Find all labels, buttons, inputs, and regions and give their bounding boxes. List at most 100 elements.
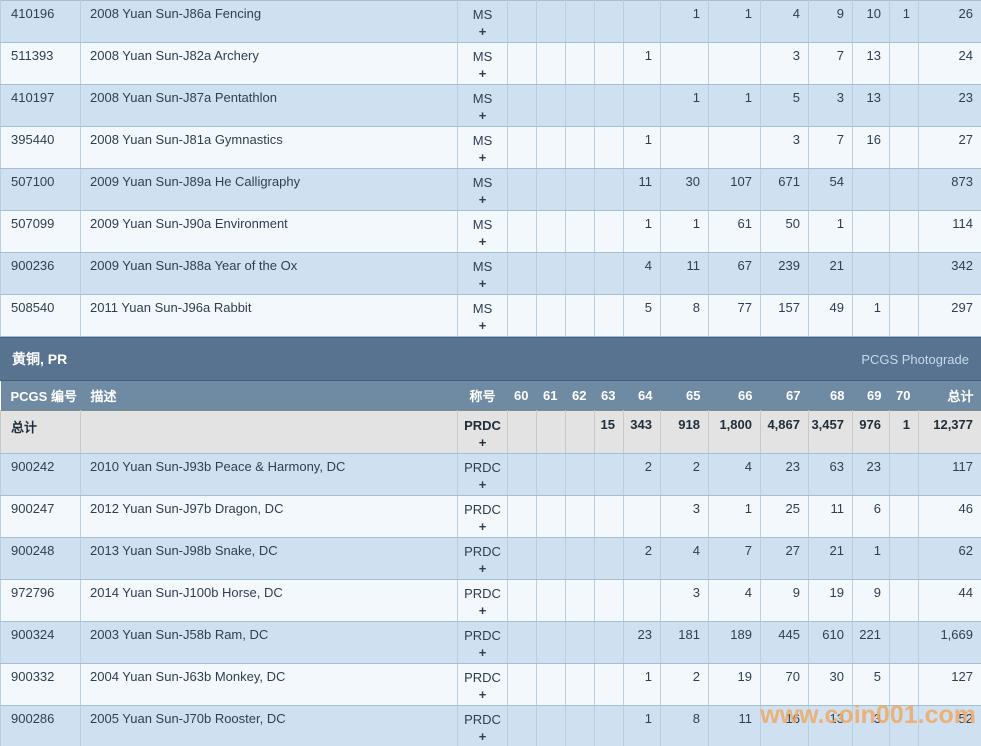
plus-expand-link[interactable]: +: [478, 108, 487, 123]
grade-cell: 27: [760, 537, 809, 580]
plus-expand-link[interactable]: +: [478, 476, 487, 492]
grade-cell: [565, 579, 595, 622]
grade-cell: [536, 42, 566, 85]
designation-cell: PRDC +: [457, 705, 508, 746]
grade-cell: 4: [660, 537, 709, 580]
grade-cell: [594, 252, 624, 295]
grade-cell: [507, 621, 537, 664]
total-cell: 114: [918, 210, 981, 253]
grade-cell: 19: [808, 579, 853, 622]
section-header: 黄铜, PR PCGS Photograde: [0, 337, 981, 381]
grade-cell: [507, 537, 537, 580]
grade-cell: 2: [623, 453, 661, 496]
plus-expand-link[interactable]: +: [478, 150, 487, 165]
plus-expand-link[interactable]: +: [478, 66, 487, 81]
column-header: 62: [565, 381, 595, 410]
grade-cell: 221: [852, 621, 890, 664]
pcgs-number-link[interactable]: 511393: [0, 42, 81, 85]
grade-cell: 1: [852, 294, 890, 337]
grade-cell: 1,800: [708, 409, 761, 454]
pcgs-number-link[interactable]: 972796: [0, 579, 81, 622]
column-header: 67: [760, 381, 809, 410]
grade-cell: 1: [852, 537, 890, 580]
photograde-link[interactable]: PCGS Photograde: [861, 351, 969, 367]
plus-expand-link[interactable]: +: [478, 234, 487, 249]
grade-cell: [565, 705, 595, 746]
grade-cell: 1: [708, 495, 761, 538]
plus-expand-link[interactable]: +: [478, 24, 487, 39]
description-cell: 2008 Yuan Sun-J87a Pentathlon: [80, 84, 458, 127]
total-cell: 1,669: [918, 621, 981, 664]
grade-cell: [565, 537, 595, 580]
grade-cell: [708, 126, 761, 169]
grade-cell: [507, 705, 537, 746]
grade-cell: [889, 705, 919, 746]
grade-cell: 1: [623, 126, 661, 169]
designation-label: MS: [472, 91, 493, 106]
grade-cell: 239: [760, 252, 809, 295]
grade-cell: 77: [708, 294, 761, 337]
grade-cell: [594, 42, 624, 85]
pcgs-number-link[interactable]: 900248: [0, 537, 81, 580]
grade-cell: [889, 294, 919, 337]
grade-cell: [536, 537, 566, 580]
description-cell: 2008 Yuan Sun-J82a Archery: [80, 42, 458, 85]
grade-cell: 13: [852, 42, 890, 85]
grade-cell: 21: [808, 537, 853, 580]
grade-cell: [594, 453, 624, 496]
totals-description-cell: [80, 409, 458, 454]
plus-expand-link[interactable]: +: [478, 518, 487, 534]
pcgs-number-link[interactable]: 900332: [0, 663, 81, 706]
pcgs-number-link[interactable]: 410197: [0, 84, 81, 127]
pcgs-number-link[interactable]: 900236: [0, 252, 81, 295]
pcgs-number-link[interactable]: 508540: [0, 294, 81, 337]
designation-label: PRDC: [464, 501, 501, 517]
grade-cell: 3: [760, 42, 809, 85]
designation-label: MS: [472, 259, 493, 274]
grade-cell: [565, 168, 595, 211]
pcgs-number-link[interactable]: 395440: [0, 126, 81, 169]
plus-expand-link[interactable]: +: [478, 602, 487, 618]
plus-expand-link[interactable]: +: [478, 192, 487, 207]
grade-cell: 9: [852, 579, 890, 622]
pcgs-number-link[interactable]: 507099: [0, 210, 81, 253]
pcgs-number-link[interactable]: 900242: [0, 453, 81, 496]
grade-cell: [623, 84, 661, 127]
grade-cell: 1: [708, 84, 761, 127]
grade-cell: 343: [623, 409, 661, 454]
grade-cell: 23: [760, 453, 809, 496]
grade-cell: [536, 168, 566, 211]
table-row: 507099 2009 Yuan Sun-J90a Environment MS +1…: [0, 210, 981, 253]
plus-expand-link[interactable]: +: [478, 318, 487, 333]
plus-expand-link[interactable]: +: [478, 560, 487, 576]
grade-cell: [565, 409, 595, 454]
grade-cell: 63: [808, 453, 853, 496]
grade-cell: 4: [708, 453, 761, 496]
designation-cell: PRDC +: [457, 663, 508, 706]
grade-cell: [708, 42, 761, 85]
total-cell: 26: [918, 0, 981, 43]
grade-cell: [536, 579, 566, 622]
grade-cell: [565, 84, 595, 127]
grade-cell: [889, 663, 919, 706]
plus-expand-link[interactable]: +: [478, 686, 487, 702]
pcgs-number-link[interactable]: 900286: [0, 705, 81, 746]
pcgs-number-link[interactable]: 900324: [0, 621, 81, 664]
grade-cell: [507, 210, 537, 253]
grade-cell: [594, 84, 624, 127]
grade-cell: [852, 210, 890, 253]
grade-cell: 3: [808, 84, 853, 127]
pcgs-number-link[interactable]: 507100: [0, 168, 81, 211]
grade-cell: 3: [660, 579, 709, 622]
plus-expand-link[interactable]: +: [478, 276, 487, 291]
pcgs-number-link[interactable]: 900247: [0, 495, 81, 538]
grade-cell: [594, 537, 624, 580]
pcgs-number-link[interactable]: 410196: [0, 0, 81, 43]
grade-cell: [889, 453, 919, 496]
plus-expand-link[interactable]: +: [478, 728, 487, 744]
plus-expand-link[interactable]: +: [478, 434, 487, 450]
plus-expand-link[interactable]: +: [478, 644, 487, 660]
grade-cell: 610: [808, 621, 853, 664]
total-cell: 127: [918, 663, 981, 706]
column-header: 66: [708, 381, 761, 410]
